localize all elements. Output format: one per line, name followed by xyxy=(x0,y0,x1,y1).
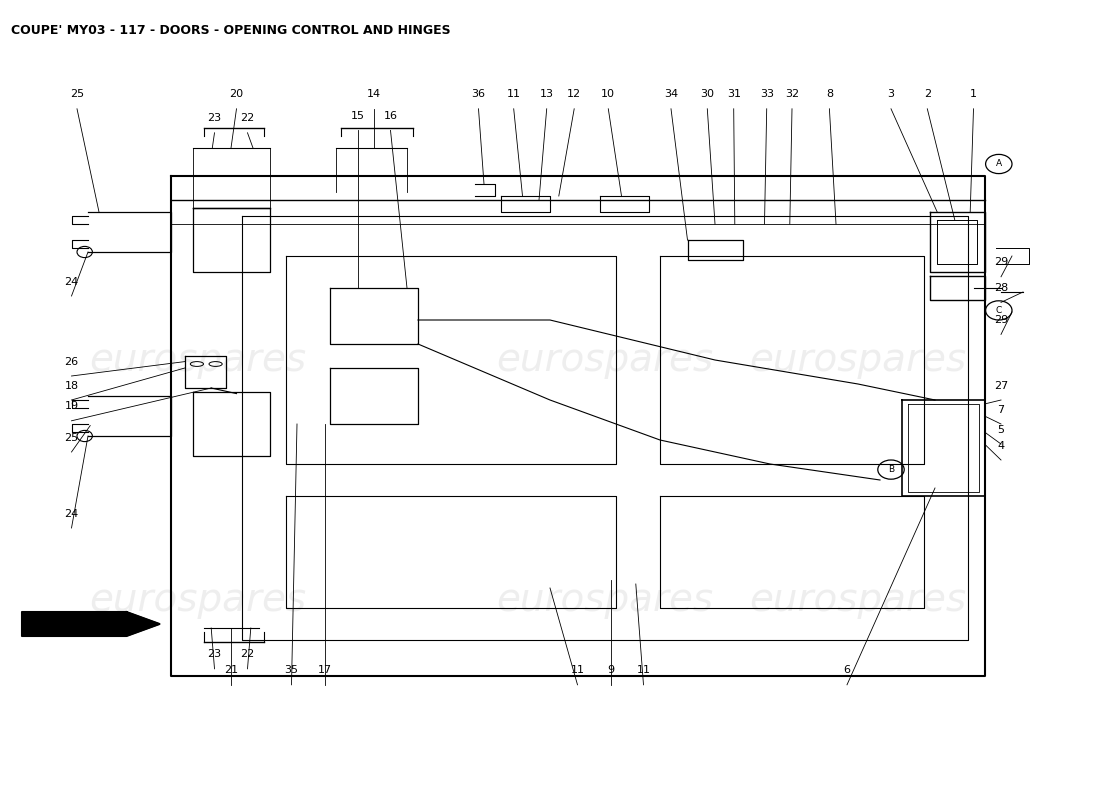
Text: 34: 34 xyxy=(664,90,678,99)
Text: 26: 26 xyxy=(65,357,78,366)
Text: A: A xyxy=(996,159,1002,169)
Text: C: C xyxy=(996,306,1002,315)
Text: 8: 8 xyxy=(826,90,833,99)
Text: 27: 27 xyxy=(994,381,1008,390)
Text: 16: 16 xyxy=(384,111,397,121)
Text: 23: 23 xyxy=(208,114,221,123)
Text: 36: 36 xyxy=(472,90,485,99)
Text: eurospares: eurospares xyxy=(749,341,967,379)
Text: 9: 9 xyxy=(607,666,614,675)
Text: 11: 11 xyxy=(571,666,584,675)
Text: 29: 29 xyxy=(994,315,1008,325)
Text: 25: 25 xyxy=(70,90,84,99)
Text: COUPE' MY03 - 117 - DOORS - OPENING CONTROL AND HINGES: COUPE' MY03 - 117 - DOORS - OPENING CONT… xyxy=(11,24,451,37)
Text: 11: 11 xyxy=(637,666,650,675)
Text: 3: 3 xyxy=(888,90,894,99)
Text: 6: 6 xyxy=(844,666,850,675)
Text: 19: 19 xyxy=(65,402,78,411)
Text: 24: 24 xyxy=(65,277,78,286)
Text: 1: 1 xyxy=(970,90,977,99)
Text: eurospares: eurospares xyxy=(749,581,967,619)
Text: 33: 33 xyxy=(760,90,773,99)
Text: 24: 24 xyxy=(65,509,78,518)
Text: B: B xyxy=(888,465,894,474)
Text: 11: 11 xyxy=(507,90,520,99)
Text: 18: 18 xyxy=(65,381,78,390)
Text: 30: 30 xyxy=(701,90,714,99)
Text: 5: 5 xyxy=(998,425,1004,434)
Text: 22: 22 xyxy=(241,650,254,659)
Text: 22: 22 xyxy=(241,114,254,123)
Text: 17: 17 xyxy=(318,666,331,675)
Text: eurospares: eurospares xyxy=(89,581,307,619)
Text: eurospares: eurospares xyxy=(496,341,714,379)
Text: 32: 32 xyxy=(785,90,799,99)
Text: 23: 23 xyxy=(208,650,221,659)
Text: 35: 35 xyxy=(285,666,298,675)
Text: 15: 15 xyxy=(351,111,364,121)
Text: 4: 4 xyxy=(998,441,1004,450)
Text: eurospares: eurospares xyxy=(496,581,714,619)
Text: 28: 28 xyxy=(994,283,1008,293)
Polygon shape xyxy=(22,612,159,636)
Text: 29: 29 xyxy=(994,258,1008,267)
Text: 14: 14 xyxy=(367,90,381,99)
Text: 13: 13 xyxy=(540,90,553,99)
Text: 7: 7 xyxy=(998,405,1004,414)
Text: 31: 31 xyxy=(727,90,740,99)
Text: 20: 20 xyxy=(230,90,243,99)
Text: 21: 21 xyxy=(224,666,238,675)
Text: 12: 12 xyxy=(568,90,581,99)
Text: 2: 2 xyxy=(924,90,931,99)
Text: 10: 10 xyxy=(602,90,615,99)
Text: 25: 25 xyxy=(65,433,78,442)
Text: eurospares: eurospares xyxy=(89,341,307,379)
